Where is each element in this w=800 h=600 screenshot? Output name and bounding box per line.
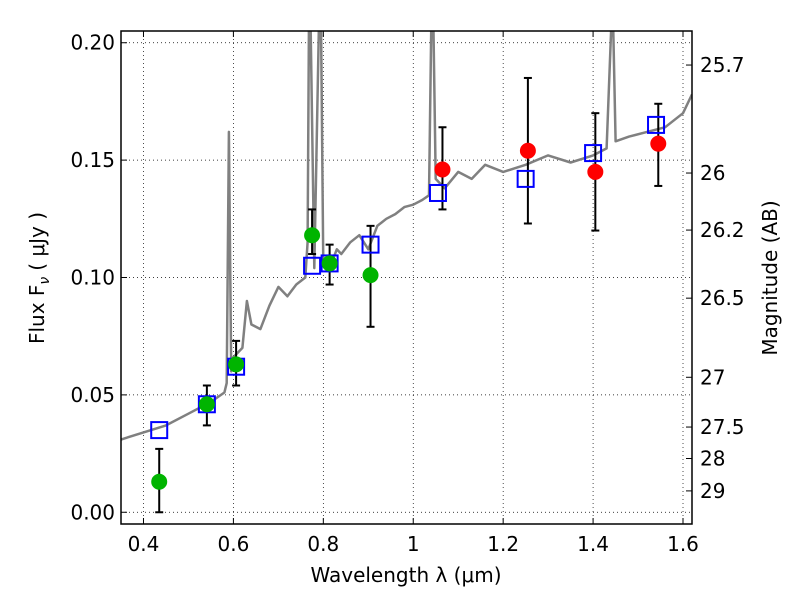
y-tick-label: 0.05 [70, 383, 115, 407]
optical-point [304, 227, 321, 244]
optical-point [228, 356, 245, 373]
x-tick-label: 0.6 [217, 532, 249, 556]
nir-point [650, 135, 667, 152]
optical-point [198, 396, 215, 413]
nir-point [587, 163, 604, 180]
optical-point [321, 255, 338, 272]
y-axis-label-main: Flux F [25, 285, 49, 344]
y-axis-label-unit: ( μJy ) [25, 212, 49, 271]
x-tick-label: 1.4 [577, 532, 609, 556]
y-tick-label: 0.20 [70, 31, 115, 55]
template-spectrum-line [121, 31, 692, 441]
model-flux-square [150, 421, 169, 440]
ticks: 0.4 0.6 0.8 1 1.2 1.4 1.6 0.00 0.05 0.10 0.15 0.20 2… [70, 31, 744, 556]
y-axis-label: Flux Fν ( μJy ) [25, 212, 53, 344]
model-flux-square [647, 115, 666, 134]
x-tick-label: 1.6 [667, 532, 699, 556]
nir-point [434, 161, 451, 178]
y2-tick-label: 26.2 [700, 218, 745, 242]
y2-tick-label: 29 [700, 479, 725, 503]
y2-tick-label: 26 [700, 161, 725, 185]
y2-tick-label: 27.5 [700, 415, 745, 439]
x-tick-label: 0.8 [307, 532, 339, 556]
x-tick-label: 1 [407, 532, 420, 556]
optical-point [362, 267, 379, 284]
y2-tick-label: 25.7 [700, 53, 745, 77]
nir-point [519, 142, 536, 159]
y-tick-label: 0.15 [70, 148, 115, 172]
model-flux-square [303, 256, 322, 275]
model-flux-square [584, 144, 603, 163]
plot-area [121, 31, 692, 514]
optical-point [151, 473, 168, 490]
x-tick-label: 0.4 [128, 532, 160, 556]
model-flux-square [361, 235, 380, 254]
x-axis-label: Wavelength λ (μm) [310, 563, 501, 587]
model-flux-square [428, 183, 447, 202]
y-tick-label: 0.00 [70, 500, 115, 524]
x-tick-label: 1.2 [487, 532, 519, 556]
y2-tick-label: 28 [700, 447, 725, 471]
model-flux-square [516, 169, 535, 188]
y2-tick-label: 27 [700, 365, 725, 389]
y2-axis-label: Magnitude (AB) [758, 200, 782, 355]
y-tick-label: 0.10 [70, 266, 115, 290]
y2-tick-label: 26.5 [700, 286, 745, 310]
y-axis-label-sub: ν [37, 277, 53, 285]
